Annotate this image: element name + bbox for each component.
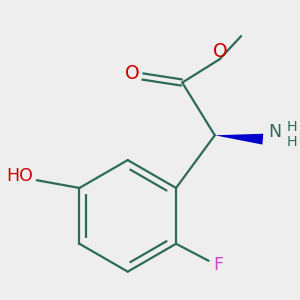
Text: F: F <box>214 256 224 274</box>
Text: H: H <box>287 120 298 134</box>
Text: O: O <box>124 64 139 83</box>
Text: O: O <box>213 42 227 61</box>
Text: HO: HO <box>6 167 33 184</box>
Text: N: N <box>269 123 282 141</box>
Text: H: H <box>287 135 298 149</box>
Polygon shape <box>215 134 263 145</box>
